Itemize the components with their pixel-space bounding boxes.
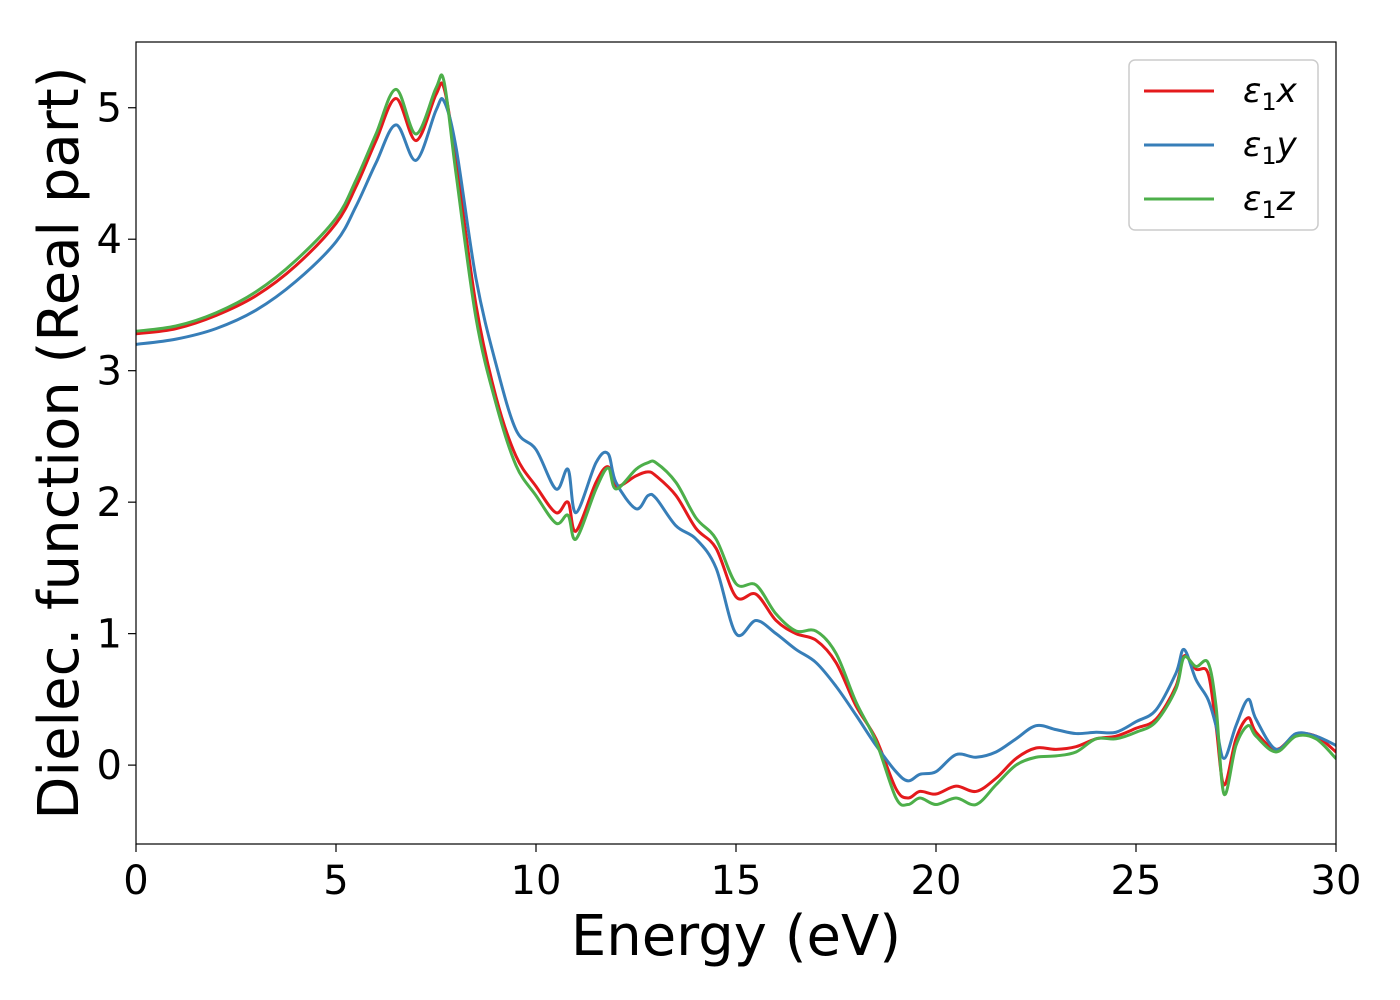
y-tick-label: 1 — [97, 612, 122, 658]
y-axis-title: Dielec. function (Real part) — [27, 66, 92, 819]
series-line-y — [136, 97, 1336, 783]
series-line-z — [136, 73, 1336, 807]
legend: ε1x ε1y ε1z — [1128, 59, 1319, 231]
y-tick-label: 3 — [97, 349, 122, 395]
x-tick-label: 25 — [1111, 858, 1162, 904]
x-axis: 0 5 10 15 20 25 30 — [123, 844, 1361, 904]
x-tick-label: 20 — [911, 858, 962, 904]
x-tick-label: 30 — [1311, 858, 1362, 904]
legend-box — [1128, 59, 1319, 231]
legend-label-z: ε1z — [1243, 179, 1296, 224]
series-layer — [136, 73, 1336, 807]
x-tick-label: 5 — [323, 858, 348, 904]
y-tick-label: 4 — [97, 217, 122, 263]
x-axis-title: Energy (eV) — [571, 904, 901, 969]
y-tick-label: 5 — [97, 86, 122, 132]
x-tick-label: 15 — [711, 858, 762, 904]
y-tick-label: 0 — [97, 743, 122, 789]
x-tick-label: 10 — [511, 858, 562, 904]
legend-label-y: ε1y — [1243, 125, 1298, 170]
x-tick-label: 0 — [123, 858, 148, 904]
y-axis: 0 1 2 3 4 5 — [97, 86, 136, 789]
y-tick-label: 2 — [97, 480, 122, 526]
legend-label-x: ε1x — [1243, 71, 1298, 116]
